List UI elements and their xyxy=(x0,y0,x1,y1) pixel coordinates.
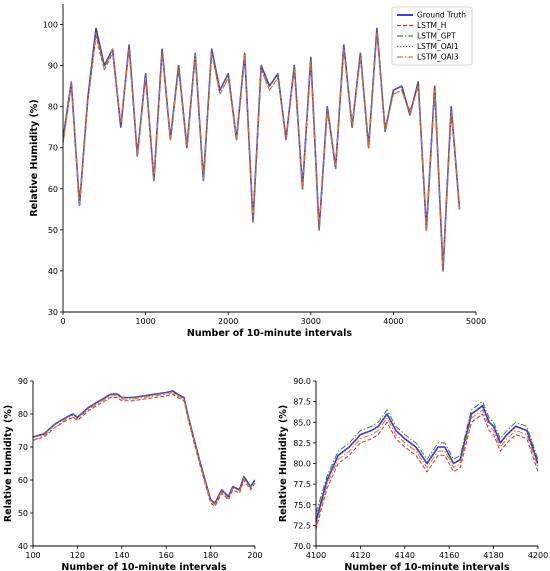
legend-label: LSTM_H xyxy=(417,21,446,30)
x-tick-label: 160 xyxy=(159,551,174,560)
legend-box xyxy=(391,6,473,66)
x-axis-label: Number of 10-minute intervals xyxy=(344,562,510,571)
series-line-lstm-oai3 xyxy=(33,392,255,506)
legend-label: Ground Truth xyxy=(417,11,466,20)
x-tick-label: 4120 xyxy=(350,551,370,560)
y-tick-label: 90.0 xyxy=(293,377,311,386)
y-tick-label: 40 xyxy=(18,542,28,551)
y-tick-label: 60 xyxy=(18,476,28,485)
series-line-lstm-h xyxy=(33,393,255,507)
x-tick-label: 4180 xyxy=(483,551,503,560)
x-tick-label: 3000 xyxy=(301,317,321,326)
y-tick-label: 70.0 xyxy=(293,542,311,551)
series-group xyxy=(63,27,461,272)
x-tick-label: 4100 xyxy=(306,551,326,560)
series-group xyxy=(316,401,538,530)
series-line-lstm-gpt xyxy=(33,390,255,504)
y-tick-label: 72.5 xyxy=(293,521,311,530)
x-tick-label: 4000 xyxy=(383,317,403,326)
x-tick-label: 140 xyxy=(114,551,129,560)
series-line-lstm-oai1 xyxy=(33,392,255,504)
series-group xyxy=(33,390,255,507)
y-axis-label: Relative Humidity (%) xyxy=(278,405,289,522)
x-tick-label: 0 xyxy=(60,317,65,326)
zoom-chart-left: 100 120 140 160 180 200 40 50 60 70 80 90 Number of … xyxy=(3,377,263,571)
y-tick-label: 82.5 xyxy=(293,439,311,448)
y-axis-label: Relative Humidity (%) xyxy=(29,99,40,216)
series-line-ground-truth xyxy=(33,390,255,504)
y-tick-label: 50 xyxy=(48,226,58,235)
y-tick-label: 85.0 xyxy=(293,418,311,427)
series-line-lstm-h xyxy=(316,413,538,530)
y-tick-label: 80 xyxy=(48,103,58,112)
x-axis-label: Number of 10-minute intervals xyxy=(61,562,227,571)
y-tick-label: 77.5 xyxy=(293,480,311,489)
x-tick-label: 2000 xyxy=(218,317,238,326)
series-line-lstm-oai3 xyxy=(316,409,538,526)
x-tick-label: 180 xyxy=(203,551,218,560)
series-line-lstm-oai1 xyxy=(316,405,538,518)
zoom-chart-right: 4100 4120 4140 4160 4180 4200 70.0 72.5 75.0 77.5… xyxy=(278,377,548,571)
series-line-lstm-oai3 xyxy=(63,32,460,272)
legend-label: LSTM_GPT xyxy=(417,32,456,41)
x-tick-label: 120 xyxy=(70,551,85,560)
y-tick-label: 75.0 xyxy=(293,501,311,510)
y-tick-label: 80 xyxy=(18,410,28,419)
y-tick-label: 70 xyxy=(18,443,28,452)
series-line-lstm-gpt xyxy=(316,401,538,514)
x-tick-label: 4140 xyxy=(395,551,415,560)
y-tick-label: 60 xyxy=(48,185,58,194)
y-tick-label: 80.0 xyxy=(293,460,311,469)
y-tick-label: 100 xyxy=(43,21,58,30)
x-tick-label: 5000 xyxy=(466,317,486,326)
legend-label: LSTM_OAI1 xyxy=(417,42,459,51)
x-tick-label: 4200 xyxy=(528,551,548,560)
y-tick-label: 30 xyxy=(48,308,58,317)
y-tick-label: 50 xyxy=(18,509,28,518)
x-tick-label: 200 xyxy=(247,551,262,560)
y-tick-label: 90 xyxy=(48,62,58,71)
series-line-lstm-oai1 xyxy=(63,28,460,268)
y-axis-label: Relative Humidity (%) xyxy=(3,405,14,522)
y-tick-label: 90 xyxy=(18,377,28,386)
main-chart: 0 1000 2000 3000 4000 5000 30 40 50 60 70 80 90 100 Nu… xyxy=(29,4,486,339)
y-tick-label: 87.5 xyxy=(293,398,311,407)
x-tick-label: 1000 xyxy=(135,317,155,326)
x-tick-label: 4160 xyxy=(439,551,459,560)
x-tick-label: 100 xyxy=(25,551,40,560)
y-tick-label: 40 xyxy=(48,267,58,276)
legend-label: LSTM_OAI3 xyxy=(417,53,459,62)
x-axis-label: Number of 10-minute intervals xyxy=(187,328,353,339)
y-tick-label: 70 xyxy=(48,144,58,153)
